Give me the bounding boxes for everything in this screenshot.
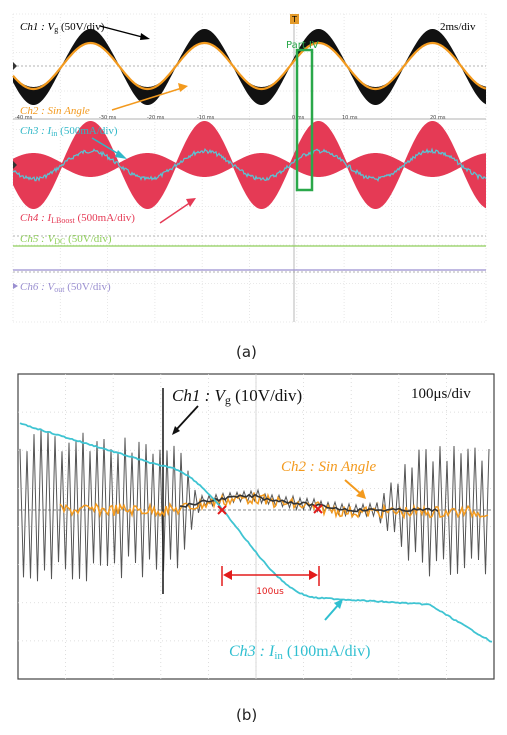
series-b-ch3 [19, 422, 493, 643]
tick-a: 10 ms [342, 115, 358, 121]
arrow-a-ch2 [111, 83, 188, 111]
label-b-ch3: Ch3 : Iin (100mA/div) [229, 643, 370, 662]
label-a-ch6: Ch6 : Vout (50V/div) [20, 281, 111, 294]
arrow-a-ch4 [159, 198, 196, 224]
trigger-marker: T [290, 14, 299, 24]
waves-b [19, 388, 493, 643]
label-b-ch2: Ch2 : Sin Angle [281, 459, 376, 475]
series-b-ch1 [19, 428, 490, 582]
trend-b-ch1 [179, 493, 439, 513]
tick-a: -40 ms [15, 115, 33, 121]
ch6-marker [13, 283, 18, 289]
interval-arrow: 100us [221, 566, 320, 597]
waves-a [12, 29, 487, 289]
marker-right [313, 504, 323, 514]
series-a-ch2 [12, 41, 487, 91]
part-iv-label: Part IV [286, 40, 319, 51]
label-a-ch3: Ch3 : Iin (500mA/div) [20, 125, 118, 138]
svg-text:100us: 100us [256, 587, 284, 597]
label-a-ch5: Ch5 : VDC (50V/div) [20, 233, 112, 246]
series-b-ch2 [59, 492, 489, 520]
tick-a: 20 ms [430, 115, 446, 121]
part-iv-box [295, 48, 314, 192]
ch3-marker [13, 161, 17, 169]
label-a-ch4: Ch4 : ILBoost (500mA/div) [20, 212, 135, 225]
tick-a: -30 ms [99, 115, 117, 121]
caption-b: (b) [236, 706, 258, 724]
label-a-ch2: Ch2 : Sin Angle [20, 105, 90, 117]
timebase-a: 2ms/div [440, 21, 476, 33]
arrow-b-ch2 [344, 479, 366, 499]
timebase-b: 100μs/div [411, 386, 471, 402]
ch1-marker [13, 62, 17, 70]
tick-a: -10 ms [197, 115, 215, 121]
chart-b: 100us Ch1 : Vg (10V/div) 100μs/div Ch2 :… [17, 373, 495, 680]
svg-text:T: T [291, 15, 297, 24]
arrow-b-ch3 [324, 599, 343, 621]
label-b-ch1: Ch1 : Vg (10V/div) [172, 386, 302, 407]
arrow-a-ch3 [91, 137, 127, 159]
tick-a: 0 ms [292, 115, 305, 121]
arrow-b-ch1 [172, 405, 199, 435]
marker-left [217, 505, 227, 515]
arrow-a-ch1 [99, 25, 150, 40]
series-a-ch4 [13, 121, 486, 209]
label-a-ch1: Ch1 : Vg (50V/div) [20, 21, 105, 34]
tick-a: -20 ms [147, 115, 165, 121]
x-ticks-a: -40 ms -30 ms -20 ms -10 ms 0 ms 10 ms 20 ms [15, 115, 446, 121]
caption-a: (a) [236, 343, 257, 361]
series-a-ch3 [12, 147, 487, 183]
chart-a: -40 ms -30 ms -20 ms -10 ms 0 ms 10 ms 20 ms T… [12, 13, 487, 323]
